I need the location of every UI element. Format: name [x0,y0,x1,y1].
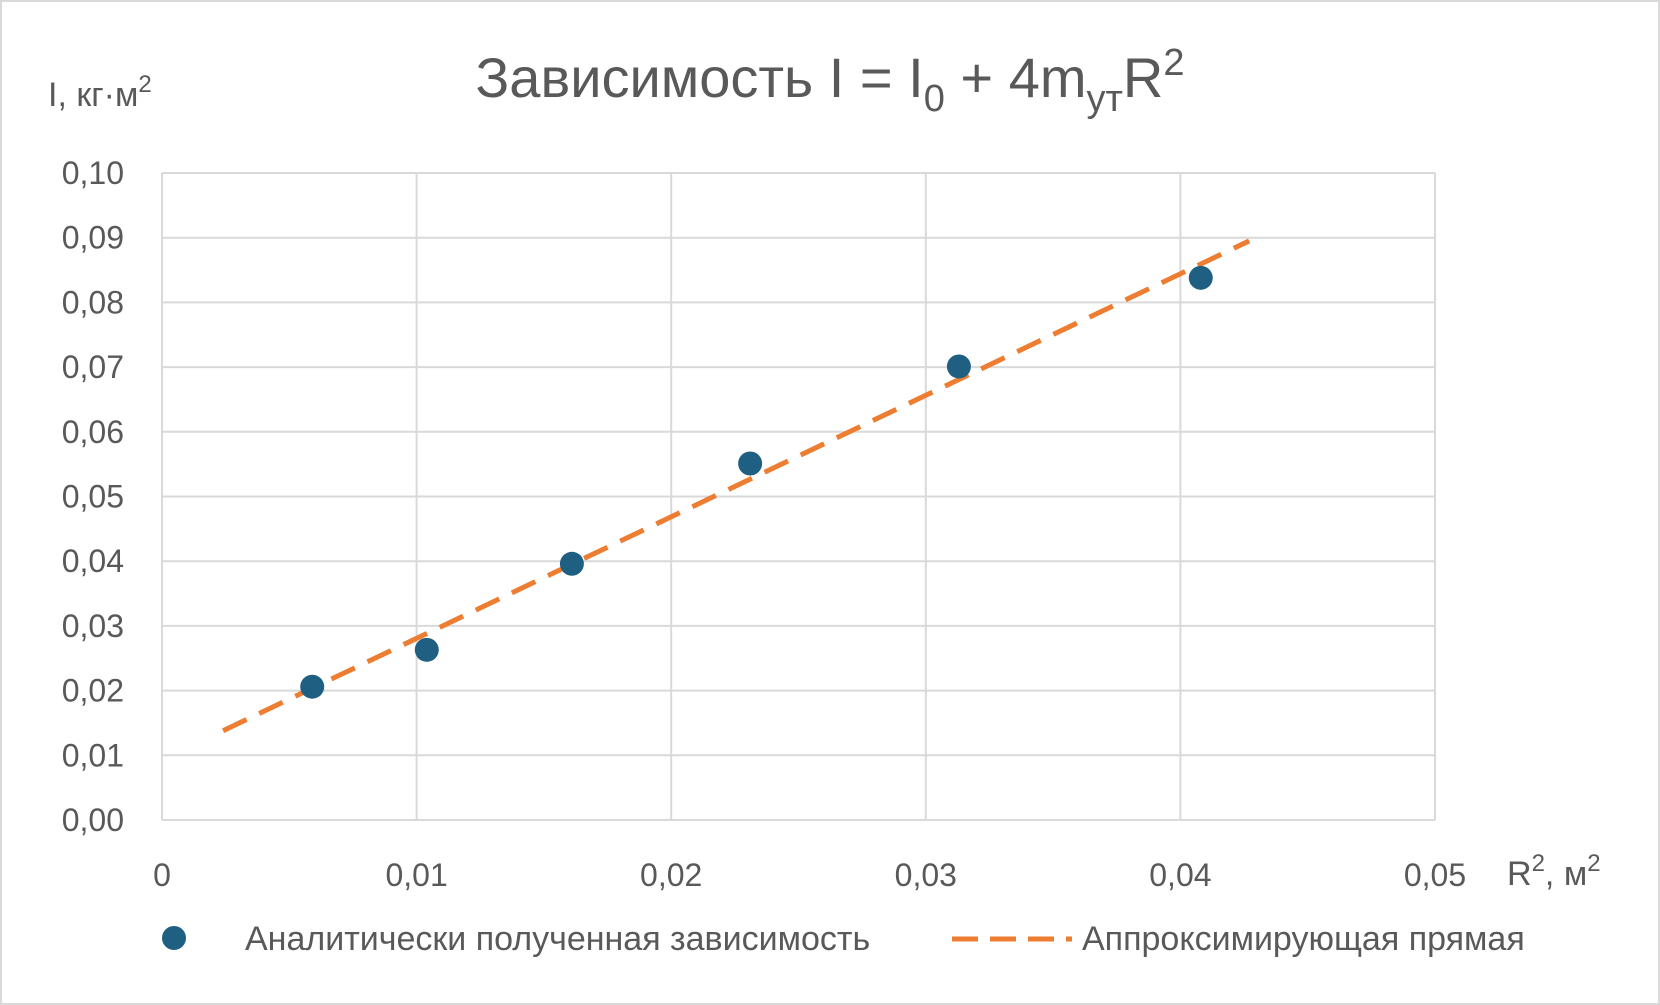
y-tick-label: 0,02 [62,673,124,709]
legend-label-line: Аппроксимирующая прямая [1082,920,1525,958]
tick-labels: 0,00 0,01 0,02 0,03 0,04 0,05 0,06 0,07 0,08 0,09… [62,155,1466,893]
x-tick-label: 0,03 [895,857,957,893]
title-superscript-2: 2 [1163,42,1184,84]
y-axis-label: I, кг·м2 [48,71,152,114]
y-tick-label: 0,10 [62,155,124,191]
chart-title: Зависимость I = I0 + 4mутR2 [475,42,1184,120]
series [222,238,1251,733]
y-tick-label: 0,07 [62,349,124,385]
trend-line [222,238,1251,733]
data-point [414,637,439,662]
y-tick-label: 0,01 [62,737,124,773]
x-tick-label: 0,04 [1149,857,1211,893]
title-subscript-ut: ут [1087,78,1123,120]
x-tick-label: 0 [153,857,171,893]
title-subscript-0: 0 [924,78,945,120]
data-point [559,551,584,576]
grid [161,172,1436,821]
x-tick-label: 0,01 [385,857,447,893]
legend-marker-points [162,926,186,950]
data-point [1188,265,1213,290]
data-point [300,674,325,699]
y-tick-label: 0,03 [62,608,124,644]
y-tick-label: 0,05 [62,479,124,515]
legend: Аналитически полученная зависимость Аппр… [162,920,1525,958]
y-tick-label: 0,08 [62,284,124,320]
y-tick-label: 0,09 [62,220,124,256]
y-tick-label: 0,04 [62,543,124,579]
y-tick-label: 0,06 [62,414,124,450]
legend-label-points: Аналитически полученная зависимость [245,920,870,958]
x-axis-label: R2, м2 [1507,850,1601,893]
data-point [946,354,971,379]
y-tick-label: 0,00 [62,802,124,838]
x-tick-label: 0,05 [1404,857,1466,893]
x-tick-label: 0,02 [640,857,702,893]
data-point [738,451,763,476]
